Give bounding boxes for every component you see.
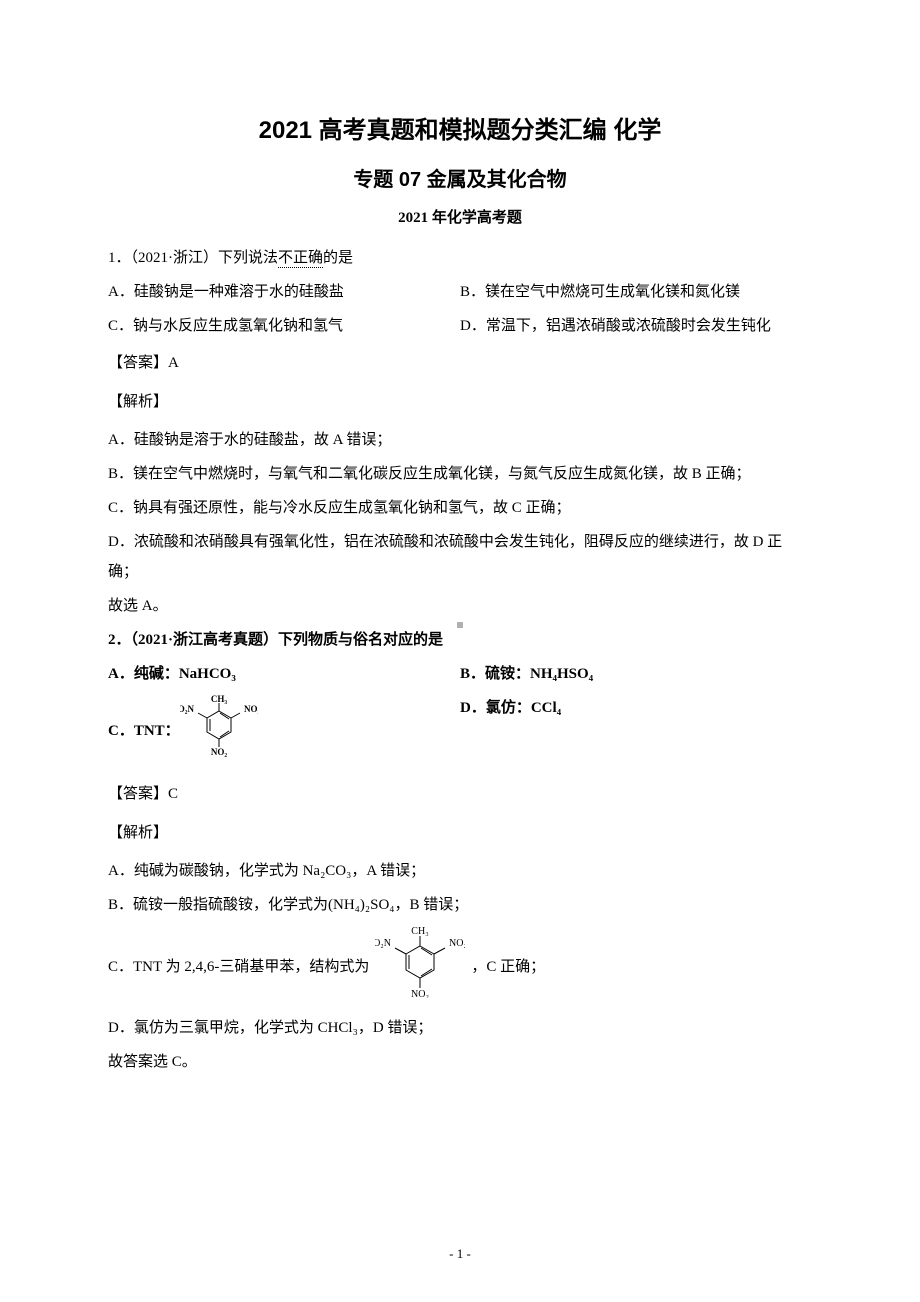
q1-stem-text: 1．（2021·浙江）下列说法 (108, 250, 278, 266)
q2-answer-line: 【答案】C (108, 778, 812, 811)
q1-expD: D．浓硫酸和浓硝酸具有强氧化性，铝在浓硫酸和浓硫酸中会发生钝化，阻碍反应的继续进… (108, 527, 812, 587)
q2-expB: B．硫铵一般指硫酸铵，化学式为(NH₄)₂SO₄，B 错误； (108, 890, 812, 920)
q2-optD: D．氯仿：CCl₄ (460, 693, 812, 772)
page-number: - 1 - (0, 1246, 920, 1262)
tnt2-label-left: O₂N (375, 938, 391, 949)
q1-options-row2: C．钠与水反应生成氢氧化钠和氢气 D．常温下，铝遇浓硝酸或浓硫酸时会发生钝化 (108, 311, 812, 341)
tnt-structure-icon-2: CH₃ O₂N NO₂ NO₂ (375, 924, 465, 1009)
answer-label: 【答案】 (108, 786, 168, 802)
tnt2-label-bottom: NO₂ (411, 989, 429, 998)
q1-optC: C．钠与水反应生成氢氧化钠和氢气 (108, 311, 460, 341)
q1-optA: A．硅酸钠是一种难溶于水的硅酸盐 (108, 277, 460, 307)
q1-options-row1: A．硅酸钠是一种难溶于水的硅酸盐 B．镁在空气中燃烧可生成氧化镁和氮化镁 (108, 277, 812, 307)
q1-analysis-label: 【解析】 (108, 386, 812, 419)
q2-expD: D．氯仿为三氯甲烷，化学式为 CHCl₃，D 错误； (108, 1013, 812, 1043)
tnt2-label-right: NO₂ (449, 938, 465, 949)
q1-neg: 不正确 (278, 250, 323, 268)
q1-expC: C．钠具有强还原性，能与冷水反应生成氢氧化钠和氢气，故 C 正确； (108, 493, 812, 523)
sub-title: 专题 07 金属及其化合物 (108, 163, 812, 192)
q2-answer: C (168, 786, 178, 802)
q1-optD: D．常温下，铝遇浓硝酸或浓硫酸时会发生钝化 (460, 311, 812, 341)
q2-options-row1: A．纯碱：NaHCO₃ B．硫铵：NH₄HSO₄ (108, 659, 812, 689)
q2-options-row2: C．TNT： CH₃ O₂N NO₂ (108, 693, 812, 772)
q1-conclude: 故选 A。 (108, 591, 812, 621)
tnt-label-top: CH₃ (211, 694, 228, 704)
q2-expC: C．TNT 为 2,4,6-三硝基甲苯，结构式为 CH₃ O₂N NO₂ NO₂ (108, 924, 812, 1009)
tnt-label-bottom: NO₂ (211, 747, 228, 757)
q2-optA: A．纯碱：NaHCO₃ (108, 659, 460, 689)
answer-label: 【答案】 (108, 355, 168, 371)
tnt2-label-top: CH₃ (412, 926, 429, 937)
year-title: 2021 年化学高考题 (108, 206, 812, 227)
watermark-dot (457, 622, 463, 628)
q2-analysis-label: 【解析】 (108, 817, 812, 850)
tnt-label-right: NO₂ (244, 704, 258, 714)
q2-conclude: 故答案选 C。 (108, 1047, 812, 1077)
q2-expC-prefix: C．TNT 为 2,4,6-三硝基甲苯，结构式为 (108, 952, 369, 982)
q2-optC: C．TNT： CH₃ O₂N NO₂ (108, 693, 460, 768)
q2-expC-suffix: ，C 正确； (471, 952, 545, 982)
q1-stem-tail: 的是 (323, 250, 353, 266)
main-title: 2021 高考真题和模拟题分类汇编 化学 (108, 110, 812, 145)
q2-expA: A．纯碱为碳酸钠，化学式为 Na₂CO₃，A 错误； (108, 856, 812, 886)
q2-optC-prefix: C．TNT： (108, 716, 180, 746)
q1-expA: A．硅酸钠是溶于水的硅酸盐，故 A 错误； (108, 425, 812, 455)
tnt-structure-icon: CH₃ O₂N NO₂ NO₂ (180, 693, 258, 768)
q1-expB: B．镁在空气中燃烧时，与氧气和二氧化碳反应生成氧化镁，与氮气反应生成氮化镁，故 … (108, 459, 812, 489)
tnt-label-left: O₂N (180, 704, 194, 714)
q1-optB: B．镁在空气中燃烧可生成氧化镁和氮化镁 (460, 277, 812, 307)
q1-stem: 1．（2021·浙江）下列说法不正确的是 (108, 243, 812, 273)
q1-answer-line: 【答案】A (108, 347, 812, 380)
q2-optB: B．硫铵：NH₄HSO₄ (460, 659, 812, 689)
q1-answer: A (168, 355, 179, 371)
q2-stem: 2．（2021·浙江高考真题）下列物质与俗名对应的是 (108, 625, 812, 655)
